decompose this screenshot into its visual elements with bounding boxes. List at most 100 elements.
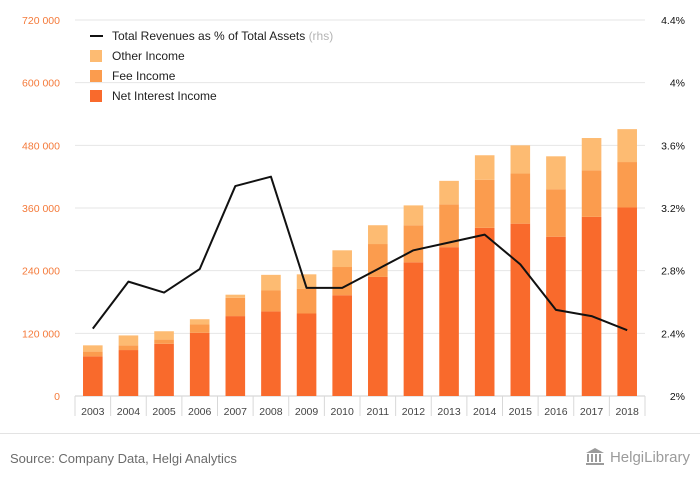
bar-fee-income [189,324,210,333]
bar-fee-income [296,288,317,314]
bar-other-income [510,145,531,174]
stacked-bars [83,129,637,396]
bar-other-income [189,319,210,325]
x-tick-label: 2018 [616,406,640,418]
legend-label: Net Interest Income [112,89,217,103]
helgi-library-logo[interactable]: HelgiLibrary [585,448,690,466]
revenue-ratio-line [92,175,628,332]
bar-net-interest-income [581,216,602,396]
bar-net-interest-income [546,236,566,396]
x-tick-label: 2013 [437,406,461,418]
x-tick-label: 2015 [509,406,533,418]
bar-net-interest-income [368,276,388,396]
revenue-chart: 0 120 000 240 000 360 000 480 000 600 000 720 … [22,15,685,418]
legend-line-name: Total Revenues as % of Total Assets [112,29,309,43]
bar-fee-income [83,351,103,357]
bar-net-interest-income [474,227,495,396]
x-tick-label: 2012 [402,406,426,418]
bar-fee-income [439,204,459,248]
bar-fee-income [261,290,281,312]
right-tick-label: 2.8% [661,266,685,278]
bar-net-interest-income [296,313,317,396]
x-tick-label: 2008 [259,406,283,418]
bar-net-interest-income [189,332,210,396]
right-tick-label: 4.4% [661,15,685,27]
x-axis: 2003 2004 2005 2006 2007 2008 2009 2010 2011 2012… [74,396,646,418]
legend-swatch [90,90,102,102]
legend-label: Total Revenues as % of Total Assets (rhs… [112,29,333,43]
right-axis: 2% 2.4% 2.8% 3.2% 3.6% 4% 4.4% [661,15,685,403]
bar-other-income [261,274,281,291]
library-building-icon [585,448,604,465]
footer-divider [0,433,700,434]
x-tick-label: 2004 [117,406,141,418]
x-tick-label: 2006 [188,406,212,418]
bar-fee-income [474,179,495,228]
bar-other-income [581,138,602,171]
bar-other-income [118,335,139,346]
bar-fee-income [368,244,388,277]
bar-other-income [225,294,246,298]
left-tick-label: 240 000 [22,266,60,278]
left-tick-label: 600 000 [22,78,60,90]
bar-fee-income [403,225,424,263]
bar-fee-income [332,267,352,296]
bar-other-income [154,331,174,340]
right-tick-label: 2.4% [661,328,685,340]
left-tick-label: 720 000 [22,15,60,27]
bar-other-income [332,250,352,268]
bar-net-interest-income [617,207,637,396]
bar-other-income [403,205,424,226]
x-tick-label: 2009 [295,406,319,418]
legend: Total Revenues as % of Total Assets (rhs… [90,29,333,103]
right-tick-label: 2% [670,391,685,403]
x-tick-label: 2010 [331,406,355,418]
bar-other-income [83,345,103,352]
x-tick-label: 2016 [544,406,568,418]
bar-net-interest-income [332,295,352,396]
bar-fee-income [225,297,246,317]
bar-fee-income [581,170,602,217]
bar-fee-income [546,189,566,237]
legend-swatch [90,70,102,82]
bar-other-income [296,274,317,289]
bar-other-income [439,180,459,205]
right-tick-label: 4% [670,78,685,90]
logo-text: HelgiLibrary [609,448,690,466]
left-tick-label: 360 000 [22,203,60,215]
legend-label: Fee Income [112,69,176,83]
left-tick-label: 120 000 [22,328,60,340]
left-tick-label: 480 000 [22,140,60,152]
right-tick-label: 3.6% [661,140,685,152]
x-tick-label: 2007 [224,406,248,418]
x-tick-label: 2014 [473,406,497,418]
x-tick-label: 2017 [580,406,604,418]
bar-net-interest-income [403,262,424,396]
bar-net-interest-income [261,311,281,396]
right-tick-label: 3.2% [661,203,685,215]
bar-net-interest-income [225,316,246,396]
bar-net-interest-income [154,343,174,396]
x-tick-label: 2005 [152,406,176,418]
bar-net-interest-income [83,356,103,396]
bar-other-income [368,225,388,245]
source-note: Source: Company Data, Helgi Analytics [10,451,237,466]
legend-line-suffix: (rhs) [309,29,334,43]
bar-fee-income [617,162,637,208]
bar-other-income [546,156,566,190]
bar-fee-income [118,345,139,351]
legend-swatch [90,50,102,62]
bar-net-interest-income [118,350,139,396]
left-tick-label: 0 [54,391,60,403]
revenue-ratio-line-path [92,175,628,332]
bar-net-interest-income [510,223,531,396]
bar-other-income [617,129,637,163]
x-tick-label: 2011 [367,406,390,418]
legend-label: Other Income [112,49,185,63]
bar-other-income [474,155,495,180]
bar-fee-income [154,339,174,344]
left-axis: 0 120 000 240 000 360 000 480 000 600 000 720 … [22,15,60,403]
x-tick-label: 2003 [81,406,105,418]
bar-fee-income [510,173,531,224]
bar-net-interest-income [439,247,459,396]
